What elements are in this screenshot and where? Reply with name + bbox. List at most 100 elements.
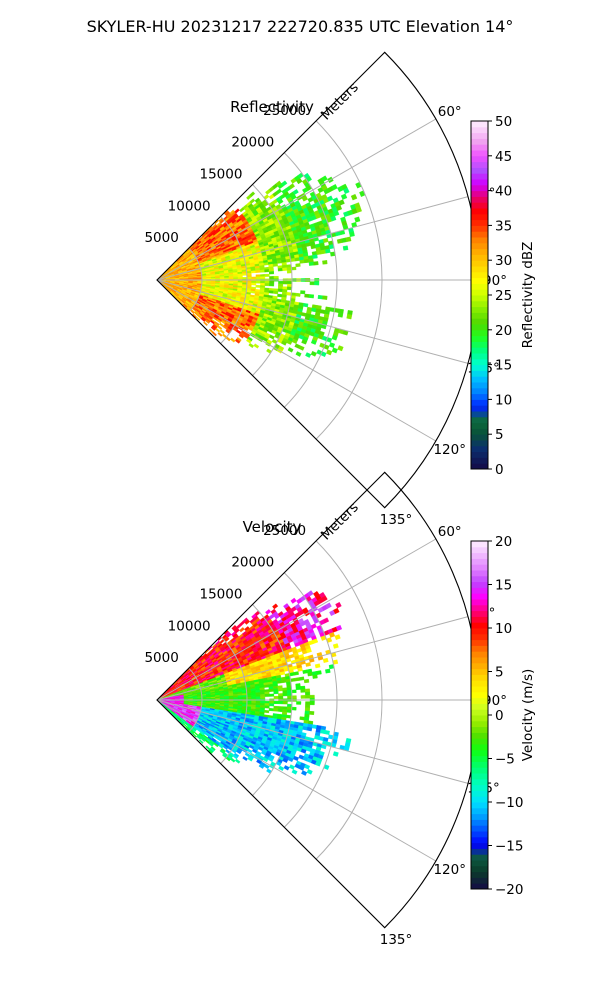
velocity-colorbar-segment: [471, 744, 488, 751]
reflectivity-colorbar-segment: [471, 121, 488, 128]
velocity-colorbar-segment: [471, 691, 488, 699]
reflectivity-colorbar-segment: [471, 242, 488, 250]
velocity-colorbar-segment: [471, 680, 488, 687]
reflectivity-colorbar-segment: [471, 271, 488, 279]
reflectivity-azimuth-gridline: [156, 196, 469, 281]
reflectivity-colorbar-segment: [471, 138, 488, 145]
velocity-colorbar-segment: [471, 604, 488, 612]
velocity-colorbar-tick-label: −5: [495, 752, 515, 768]
reflectivity-colorbar-segment: [471, 341, 488, 348]
velocity-azimuth-gridline: [156, 699, 437, 862]
reflectivity-colorbar-segment: [471, 150, 488, 157]
reflectivity-colorbar-segment: [471, 237, 488, 244]
velocity-colorbar: −20 −15 −10 −5 0 5 10 15 20 Velocity (m/s): [470, 534, 536, 898]
figure-title: SKYLER-HU 20231217 222720.835 UTC Elevat…: [87, 17, 514, 36]
reflectivity-colorbar-segment: [471, 231, 488, 238]
reflectivity-colorbar-segment: [471, 155, 488, 163]
reflectivity-colorbar-tick-label: 45: [495, 149, 512, 165]
velocity-colorbar-segment: [471, 773, 488, 780]
reflectivity-azimuth-gridline: [156, 118, 437, 281]
reflectivity-radial-tick-label: 5000: [144, 230, 178, 246]
reflectivity-radial-tick-label: 25000: [263, 103, 306, 119]
velocity-colorbar-segment: [471, 541, 488, 548]
velocity-colorbar-segment: [471, 732, 488, 739]
velocity-colorbar-tick-label: 5: [495, 665, 504, 681]
reflectivity-radial-tick-label: 15000: [200, 167, 243, 183]
reflectivity-colorbar-tick-label: 35: [495, 218, 512, 234]
velocity-colorbar-segment: [471, 639, 488, 646]
reflectivity-colorbar-segment: [471, 399, 488, 406]
reflectivity-colorbar-segment: [471, 306, 488, 313]
reflectivity-colorbar-segment: [471, 393, 488, 400]
velocity-colorbar-segment: [471, 883, 488, 890]
reflectivity-colorbar-segment: [471, 283, 488, 290]
velocity-colorbar-segment: [471, 796, 488, 803]
velocity-colorbar-segment: [471, 877, 488, 884]
reflectivity-azimuth-tick-label: 120°: [433, 442, 466, 458]
velocity-colorbar-segment: [471, 622, 488, 629]
velocity-colorbar-segment: [471, 860, 488, 867]
velocity-colorbar-segment: [471, 552, 488, 559]
reflectivity-colorbar-segment: [471, 248, 488, 255]
reflectivity-colorbar-segment: [471, 289, 488, 296]
reflectivity-colorbar-segment: [471, 219, 488, 226]
velocity-colorbar-segment: [471, 802, 488, 809]
reflectivity-colorbar-segment: [471, 196, 488, 203]
reflectivity-azimuth-gridline: [156, 279, 437, 442]
velocity-colorbar-segment: [471, 628, 488, 635]
velocity-azimuth-tick-label: 60°: [438, 524, 462, 540]
velocity-colorbar-segment: [471, 564, 488, 571]
reflectivity-colorbar-segment: [471, 295, 488, 302]
reflectivity-colorbar-segment: [471, 173, 488, 180]
velocity-azimuth-gridline: [156, 699, 469, 784]
reflectivity-colorbar-segment: [471, 347, 488, 354]
velocity-colorbar-segment: [471, 593, 488, 600]
velocity-colorbar-segment: [471, 813, 488, 820]
reflectivity-colorbar-segment: [471, 260, 488, 267]
reflectivity-radial-tick-label: 10000: [168, 198, 211, 214]
velocity-colorbar-segment: [471, 767, 488, 774]
velocity-colorbar-segment: [471, 657, 488, 664]
velocity-colorbar-tick-label: −15: [495, 839, 524, 855]
velocity-colorbar-segment: [471, 715, 488, 722]
velocity-colorbar-segment: [471, 842, 488, 849]
reflectivity-colorbar-segment: [471, 179, 488, 186]
reflectivity-colorbar-segment: [471, 190, 488, 197]
reflectivity-colorbar-segment: [471, 335, 488, 342]
velocity-colorbar-segment: [471, 831, 488, 838]
velocity-colorbar-segment: [471, 738, 488, 745]
reflectivity-colorbar-tick-label: 15: [495, 358, 512, 374]
velocity-colorbar-segment: [471, 778, 488, 786]
velocity-azimuth-gridline: [156, 538, 437, 701]
velocity-colorbar-segment: [471, 570, 488, 577]
reflectivity-azimuth-gridline: [156, 279, 469, 364]
velocity-colorbar-segment: [471, 546, 488, 554]
velocity-colorbar-tick-label: 15: [495, 578, 512, 594]
reflectivity-colorbar-segment: [471, 416, 488, 424]
velocity-colorbar-tick-label: 10: [495, 621, 512, 637]
velocity-colorbar-segment: [471, 825, 488, 832]
velocity-colorbar-tick-label: −10: [495, 795, 524, 811]
velocity-colorbar-segment: [471, 599, 488, 606]
reflectivity-colorbar-segment: [471, 445, 488, 453]
reflectivity-colorbar-segment: [471, 167, 488, 174]
velocity-colorbar-segment: [471, 668, 488, 675]
reflectivity-colorbar-segment: [471, 213, 488, 221]
velocity-colorbar-tick-label: 20: [495, 534, 512, 550]
reflectivity-colorbar-segment: [471, 428, 488, 435]
velocity-colorbar-segment: [471, 575, 488, 583]
velocity-colorbar-segment: [471, 645, 488, 652]
reflectivity-colorbar-segment: [471, 312, 488, 319]
reflectivity-azimuth-tick-label: 90°: [483, 273, 507, 289]
reflectivity-colorbar-tick-label: 50: [495, 114, 512, 130]
velocity-colorbar-label: Velocity (m/s): [520, 669, 536, 762]
reflectivity-colorbar-segment: [471, 451, 488, 458]
reflectivity-colorbar-segment: [471, 422, 488, 429]
reflectivity-colorbar-segment: [471, 358, 488, 366]
reflectivity-colorbar-segment: [471, 318, 488, 325]
velocity-colorbar-segment: [471, 807, 488, 815]
reflectivity-title: Reflectivity: [230, 98, 314, 116]
reflectivity-colorbar-segment: [471, 208, 488, 215]
velocity-colorbar-segment: [471, 720, 488, 728]
